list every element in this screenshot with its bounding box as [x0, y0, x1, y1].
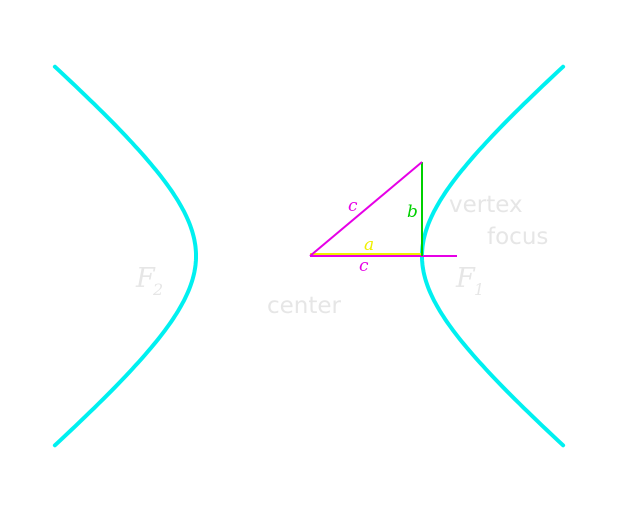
svg-text:F: F — [135, 263, 156, 294]
svg-text:F: F — [455, 263, 476, 294]
focus-f1-label: F 1 — [455, 263, 484, 299]
focus-f2-label: F 2 — [135, 263, 163, 299]
axis-c-label: c — [359, 256, 369, 276]
leg-b-label: b — [407, 202, 418, 222]
hypotenuse-c-label: c — [348, 196, 358, 216]
hypotenuse-c-segment — [309, 161, 423, 257]
center-label: center — [267, 293, 342, 319]
svg-text:2: 2 — [152, 280, 163, 299]
leg-a-label: a — [364, 235, 374, 255]
svg-text:1: 1 — [474, 280, 484, 299]
left-hyperbola-branch — [52, 64, 198, 448]
focus-label: focus — [487, 224, 548, 250]
vertex-label: vertex — [449, 192, 523, 218]
